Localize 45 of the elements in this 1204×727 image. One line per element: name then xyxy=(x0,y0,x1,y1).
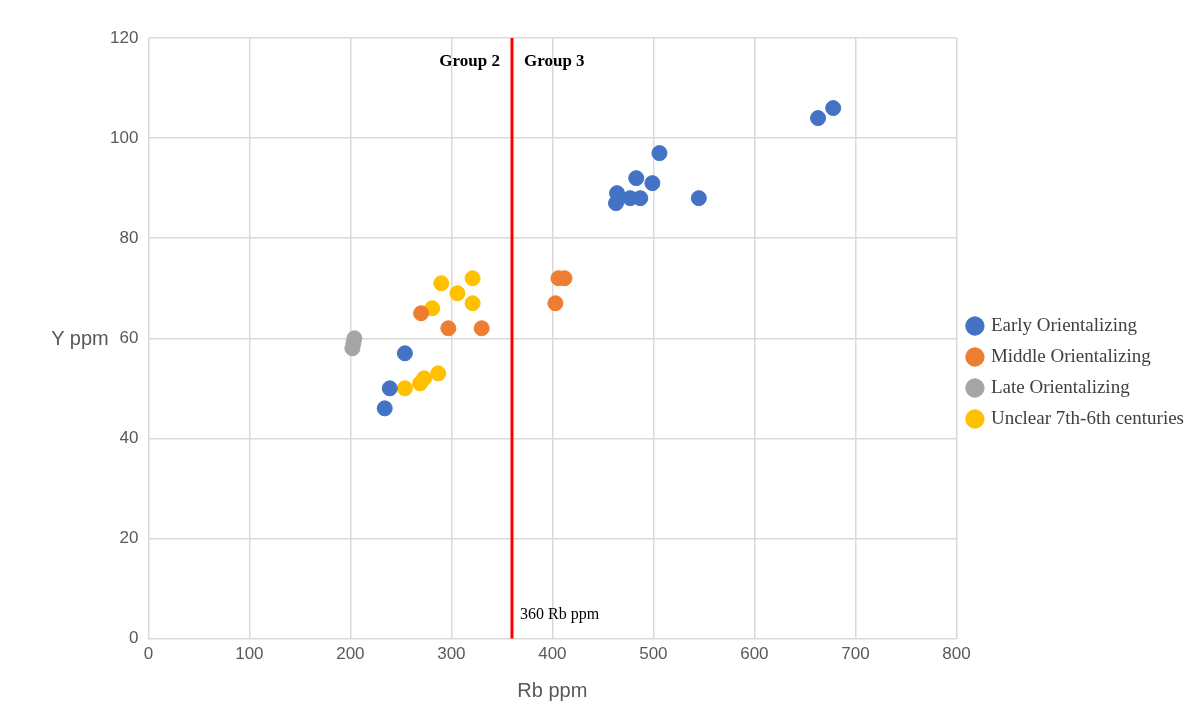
point xyxy=(449,285,466,302)
point xyxy=(547,295,564,312)
point xyxy=(464,295,481,312)
point xyxy=(464,270,481,287)
legend-label: Unclear 7th-6th centuries xyxy=(990,406,1184,428)
point xyxy=(412,375,429,392)
x-tick-label: 400 xyxy=(538,644,567,664)
x-tick-label: 300 xyxy=(437,644,466,664)
x-tick-label: 0 xyxy=(143,644,154,664)
point xyxy=(381,380,398,397)
y-tick-label: 20 xyxy=(119,528,139,548)
point xyxy=(396,345,413,362)
legend-label: Late Orientalizing xyxy=(990,375,1131,397)
point xyxy=(644,175,661,192)
point xyxy=(440,320,457,337)
y-tick-label: 100 xyxy=(109,127,139,147)
x-tick-label: 600 xyxy=(740,644,769,664)
y-axis-title: Y ppm xyxy=(51,326,109,349)
x-tick-label: 700 xyxy=(841,644,870,664)
legend-label: Middle Orientalizing xyxy=(990,344,1152,366)
y-tick-label: 40 xyxy=(119,428,139,448)
point xyxy=(473,320,490,337)
x-tick-label: 500 xyxy=(639,644,668,664)
y-tick-label: 120 xyxy=(109,27,139,47)
legend-label: Early Orientalizing xyxy=(990,313,1138,335)
x-tick-label: 100 xyxy=(235,644,264,664)
y-tick-label: 60 xyxy=(119,327,139,347)
ref-line-label: 360 Rb ppm xyxy=(519,604,600,623)
annotation: Group 3 xyxy=(523,51,585,71)
point xyxy=(690,190,707,207)
x-axis-title: Rb ppm xyxy=(517,678,588,701)
x-tick-label: 800 xyxy=(942,644,971,664)
point xyxy=(430,365,447,382)
point xyxy=(376,400,393,417)
y-tick-label: 0 xyxy=(128,628,139,648)
point xyxy=(651,145,668,162)
point xyxy=(825,100,842,117)
y-tick-label: 80 xyxy=(119,227,139,247)
point xyxy=(396,380,413,397)
point xyxy=(628,170,645,187)
x-tick-label: 200 xyxy=(336,644,365,664)
point xyxy=(433,275,450,292)
point xyxy=(413,305,430,322)
annotation: Group 2 xyxy=(439,51,500,71)
point xyxy=(810,110,827,127)
